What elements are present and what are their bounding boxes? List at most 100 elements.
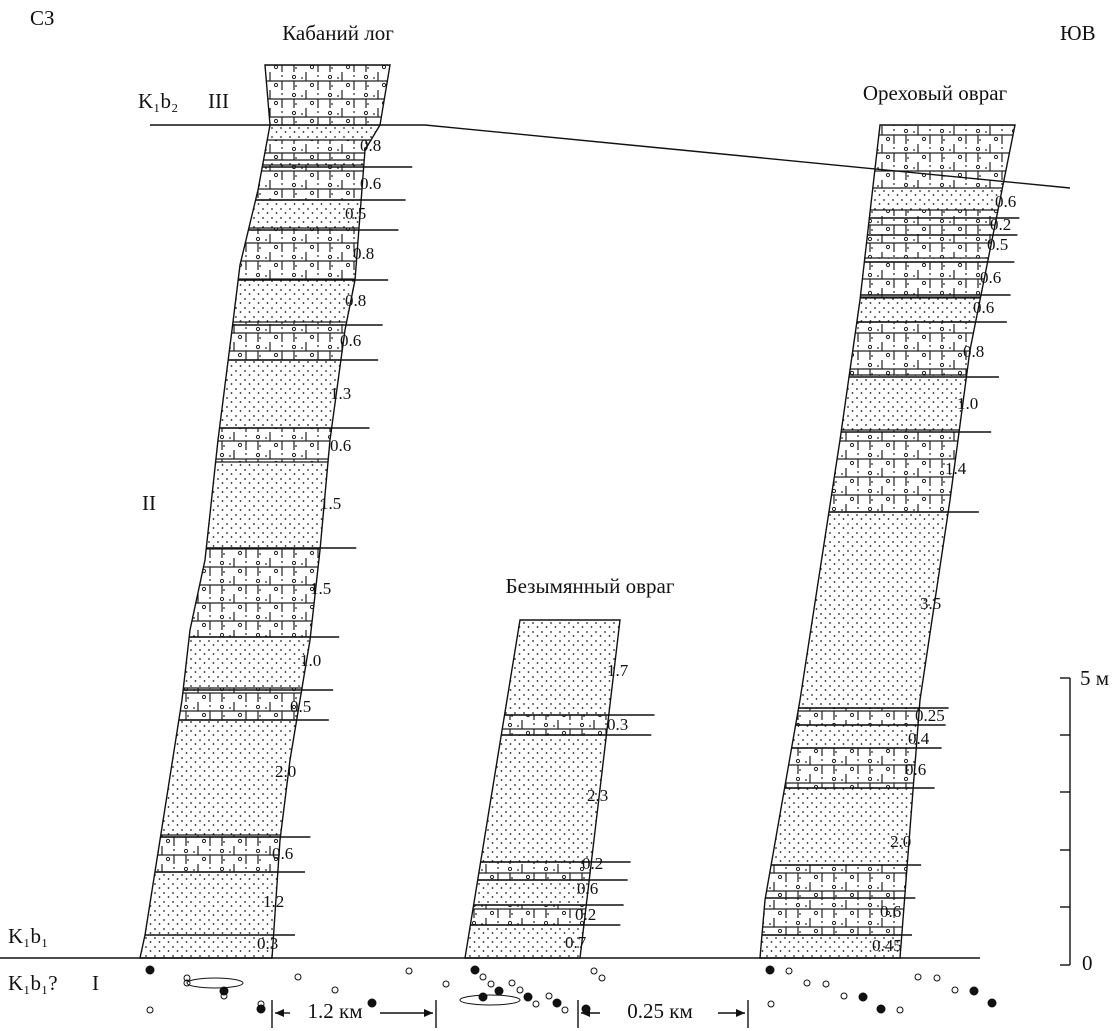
layer-thickness: 0.5 [345,204,366,223]
pebble [147,1007,153,1013]
limestone-band [460,715,630,735]
pebble [257,1005,265,1013]
layer-thickness: 0.6 [980,268,1001,287]
lens [460,995,520,1005]
pebble [479,993,487,1001]
pebble [553,999,561,1007]
strat-label: K₁b₁ [8,924,48,948]
layer-thickness: 1.4 [945,459,967,478]
pebble [368,999,376,1007]
pebble [509,980,515,986]
pebble [804,980,810,986]
pebble [524,993,532,1001]
layer-thickness: 0.6 [340,331,361,350]
layer-thickness: 0.3 [607,715,628,734]
layer-thickness: 1.0 [300,651,321,670]
scale-label: 5 м [1080,666,1109,690]
limestone-band [130,322,530,360]
layer-thickness: 1.2 [263,892,284,911]
strat-label: K₁b₂ [138,89,178,113]
layer-thickness: 0.8 [360,136,381,155]
layer-thickness: 0.6 [905,760,926,779]
limestone-band [130,65,530,125]
conglomerate [766,966,996,1013]
layer-thickness: 0.3 [257,934,278,953]
layer-thickness: 1.3 [330,384,351,403]
scale-label: 0 [1082,951,1093,975]
column-title: Кабаний лог [282,21,394,45]
pebble [443,981,449,987]
pebble [332,987,338,993]
pebble [786,968,792,974]
layer-thickness: 0.5 [290,697,311,716]
limestone-band [460,862,630,880]
limestone-band [755,322,1025,375]
layer-thickness: 0.6 [880,902,901,921]
unit-label: I [92,971,99,995]
limestone-band [130,228,530,280]
layer-thickness: 0.6 [330,436,351,455]
layer-thickness: 0.8 [345,291,366,310]
layer-thickness: 1.5 [320,494,341,513]
pebble [934,975,940,981]
pebble [533,1001,539,1007]
layer-thickness: 1.5 [310,579,331,598]
limestone-band [755,430,1025,512]
pebble [488,981,494,987]
layer-thickness: 1.7 [607,661,629,680]
layer-thickness: 0.8 [963,342,984,361]
strat-label: K₁b₁? [8,971,58,995]
pebble [471,966,479,974]
pebble [970,987,978,995]
limestone-band [755,865,1025,935]
column-title: Безымянный овраг [506,574,675,598]
corner-label: ЮВ [1060,21,1096,45]
scale-bar: 5 м 0 [1060,666,1109,975]
layer-thickness: 0.6 [360,174,381,193]
pebble [517,987,523,993]
pebble [877,1005,885,1013]
pebble [295,974,301,980]
limestone-band [130,835,530,872]
column-title: Ореховый овраг [863,81,1008,105]
layer-thickness: 1.0 [957,394,978,413]
lens [187,978,243,988]
limestone-band [755,125,1025,188]
pebble [768,1001,774,1007]
layer-thickness: 0.4 [908,729,930,748]
unit-label: II [142,491,156,515]
section-diagram: 0.8 0.6 0.5 0.8 0.8 0.6 1.3 0.6 1.5 1.5 1.0 0.5 2.0 0… [0,0,1120,1031]
limestone-band [460,905,630,925]
corner-label: СЗ [30,6,55,30]
distance-label: 1.2 км [308,999,363,1023]
limestone-band [130,140,530,160]
distance-label: 0.25 км [627,999,693,1023]
pebble [406,968,412,974]
limestone-band [755,210,1025,258]
pebble [859,993,867,1001]
pebble [915,974,921,980]
layer-thickness: 0.2 [990,215,1011,234]
unit-label: III [208,89,229,113]
layer-thickness: 2.0 [890,832,911,851]
layer-thickness: 0.2 [575,905,596,924]
layer-thickness: 0.6 [577,879,598,898]
pebble [480,974,486,980]
pebble [562,1007,568,1013]
limestone-band [755,748,1025,788]
pebble [952,987,958,993]
layer-thickness: 0.8 [353,244,374,263]
layer-thickness: 3.5 [920,594,941,613]
layer-thickness: 0.6 [995,192,1016,211]
pebble [897,1007,903,1013]
layer-thickness: 2.0 [275,762,296,781]
pebble [495,987,503,995]
layer-thickness: 0.5 [987,235,1008,254]
columns: 0.8 0.6 0.5 0.8 0.8 0.6 1.3 0.6 1.5 1.5 1.0 0.5 2.0 0… [130,60,1025,1013]
pebble [841,993,847,999]
limestone-band [130,165,530,200]
layer-thickness: 0.6 [272,844,293,863]
pebble [599,975,605,981]
pebble [766,966,774,974]
pebble [146,966,154,974]
